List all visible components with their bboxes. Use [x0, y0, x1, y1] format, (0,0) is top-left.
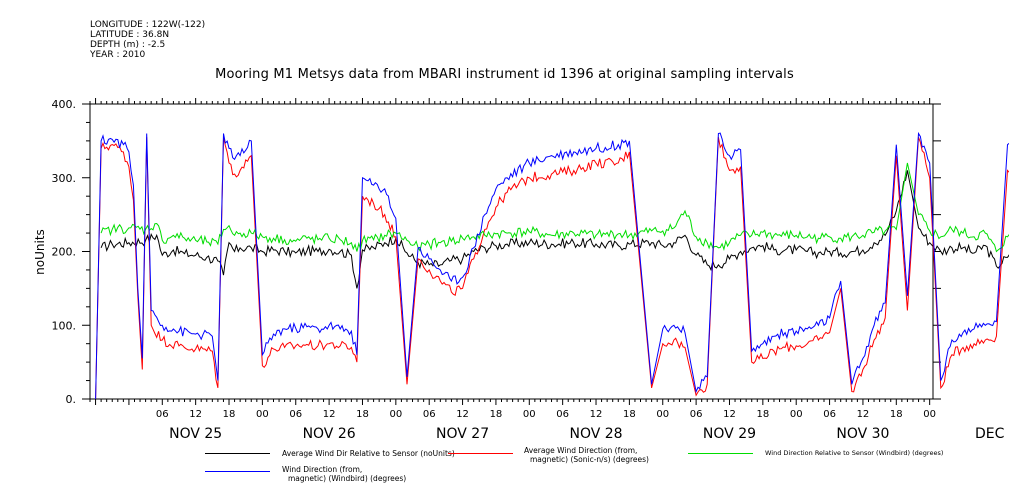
- legend-label-green: Wind Direction Relative to Sensor (Windb…: [765, 449, 944, 457]
- series-1: [95, 137, 1009, 400]
- y-tick-label: 0.: [66, 393, 77, 406]
- x-tick-label: 00: [790, 409, 803, 420]
- x-tick-label: 12: [189, 409, 202, 420]
- x-tick-label: 12: [590, 409, 603, 420]
- x-tick-label: 00: [256, 409, 269, 420]
- x-tick-label: 06: [690, 409, 703, 420]
- y-axis-label: noUnits: [33, 229, 47, 275]
- x-tick-label: 06: [556, 409, 569, 420]
- legend-label-red-2: magnetic) (Sonic-n/s) (degrees): [530, 455, 649, 464]
- x-tick-label: 18: [223, 409, 236, 420]
- x-tick-label: 00: [389, 409, 402, 420]
- latitude-text: LATITUDE : 36.8N: [90, 30, 170, 40]
- x-tick-label: 18: [623, 409, 636, 420]
- x-tick-label: 06: [823, 409, 836, 420]
- x-tick-label: 00: [923, 409, 936, 420]
- year-text: YEAR : 2010: [90, 50, 146, 60]
- y-tick-label: 300.: [52, 172, 77, 185]
- series-line: [95, 137, 1009, 400]
- series-layer: [95, 131, 1009, 400]
- longitude-text: LONGITUDE : 122W(-122): [90, 20, 206, 30]
- axes-layer: 0. 100. 200. 300. 400. 06 12 18 00 06 12 18 00 06 12 18…: [52, 98, 1009, 442]
- series-3: [95, 131, 1009, 400]
- y-tick-label: 200.: [52, 246, 77, 259]
- x-tick-label: 00: [523, 409, 536, 420]
- x-tick-label: 12: [723, 409, 736, 420]
- series-2: [100, 162, 1009, 253]
- x-day-label: NOV 30: [836, 426, 889, 442]
- legend-swatch-black: [205, 453, 270, 454]
- x-day-label: NOV 27: [436, 426, 489, 442]
- x-day-label: NOV 28: [569, 426, 622, 442]
- series-line: [100, 162, 1009, 253]
- y-tick-label: 400.: [52, 98, 77, 111]
- legend-swatch-red: [448, 453, 513, 454]
- series-line: [95, 131, 1009, 400]
- x-tick-label: 12: [456, 409, 469, 420]
- x-tick-label: 12: [857, 409, 870, 420]
- depth-text: DEPTH (m) : -2.5: [90, 40, 166, 50]
- legend-label-blue-1: Wind Direction (from,: [282, 465, 363, 474]
- series-0: [100, 170, 1009, 289]
- x-day-label: DEC 1: [975, 426, 1009, 442]
- x-tick-label: 06: [156, 409, 169, 420]
- x-day-label: NOV 29: [703, 426, 756, 442]
- legend-swatch-blue: [205, 471, 270, 472]
- legend-label-blue-2: magnetic) (Windbird) (degrees): [288, 474, 407, 483]
- chart-title: Mooring M1 Metsys data from MBARI instru…: [215, 67, 794, 82]
- x-tick-label: 12: [323, 409, 336, 420]
- legend-swatch-green: [688, 453, 753, 454]
- legend-label-red-1: Average Wind Direction (from,: [524, 446, 638, 455]
- x-day-label: NOV 26: [303, 426, 356, 442]
- x-day-label: NOV 25: [169, 426, 222, 442]
- x-tick-label: 06: [289, 409, 302, 420]
- y-tick-label: 100.: [52, 319, 77, 332]
- metadata-block: LONGITUDE : 122W(-122) LATITUDE : 36.8N …: [90, 20, 205, 60]
- x-tick-label: 06: [423, 409, 436, 420]
- x-tick-label: 00: [656, 409, 669, 420]
- x-tick-label: 18: [890, 409, 903, 420]
- series-line: [100, 170, 1009, 289]
- x-tick-label: 18: [756, 409, 769, 420]
- x-tick-label: 18: [490, 409, 503, 420]
- x-tick-label: 18: [356, 409, 369, 420]
- legend-label-black: Average Wind Dir Relative to Sensor (noU…: [282, 449, 455, 458]
